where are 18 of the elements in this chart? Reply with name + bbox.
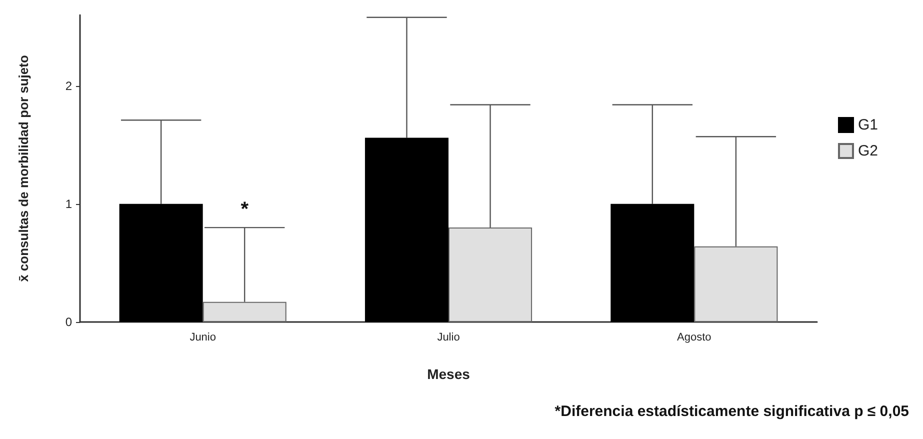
x-tick-label: Agosto [677, 332, 712, 344]
legend-label: G2 [858, 142, 878, 160]
bar [448, 228, 532, 322]
legend-label: G1 [858, 116, 878, 134]
annotation: * [240, 198, 249, 221]
x-axis-title: Meses [427, 366, 470, 382]
bar [202, 302, 286, 322]
bar [364, 138, 448, 322]
bar [119, 204, 203, 322]
x-tick-label: Junio [190, 332, 216, 344]
text: *Diferencia estadísticamente significativa p ≤ 0,05 [554, 403, 910, 420]
bar [610, 204, 694, 322]
bar [694, 246, 778, 322]
y-tick-label: 2 [65, 78, 72, 93]
y-tick-label: 0 [65, 315, 72, 329]
x-tick-label: Julio [437, 332, 460, 344]
y-axis-title: x̄ consultas de morbilidad por sujeto [16, 55, 31, 282]
y-tick-label: 1 [65, 196, 72, 211]
